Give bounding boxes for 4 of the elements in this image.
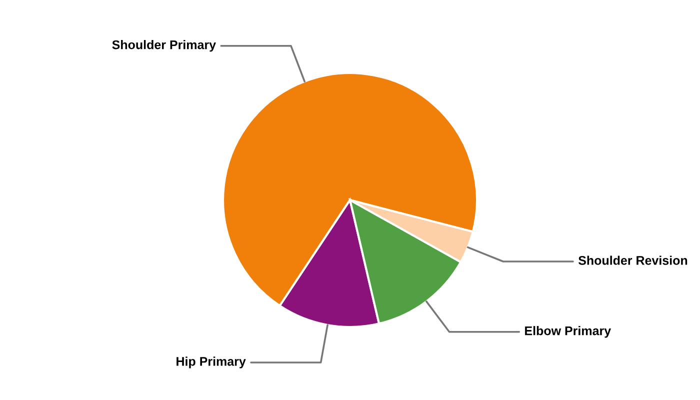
slice-label: Shoulder Primary <box>112 40 216 52</box>
slice-label: Hip Primary <box>176 356 246 368</box>
slice-label: Elbow Primary <box>525 326 611 338</box>
slice-label: Shoulder Revision <box>578 256 688 265</box>
